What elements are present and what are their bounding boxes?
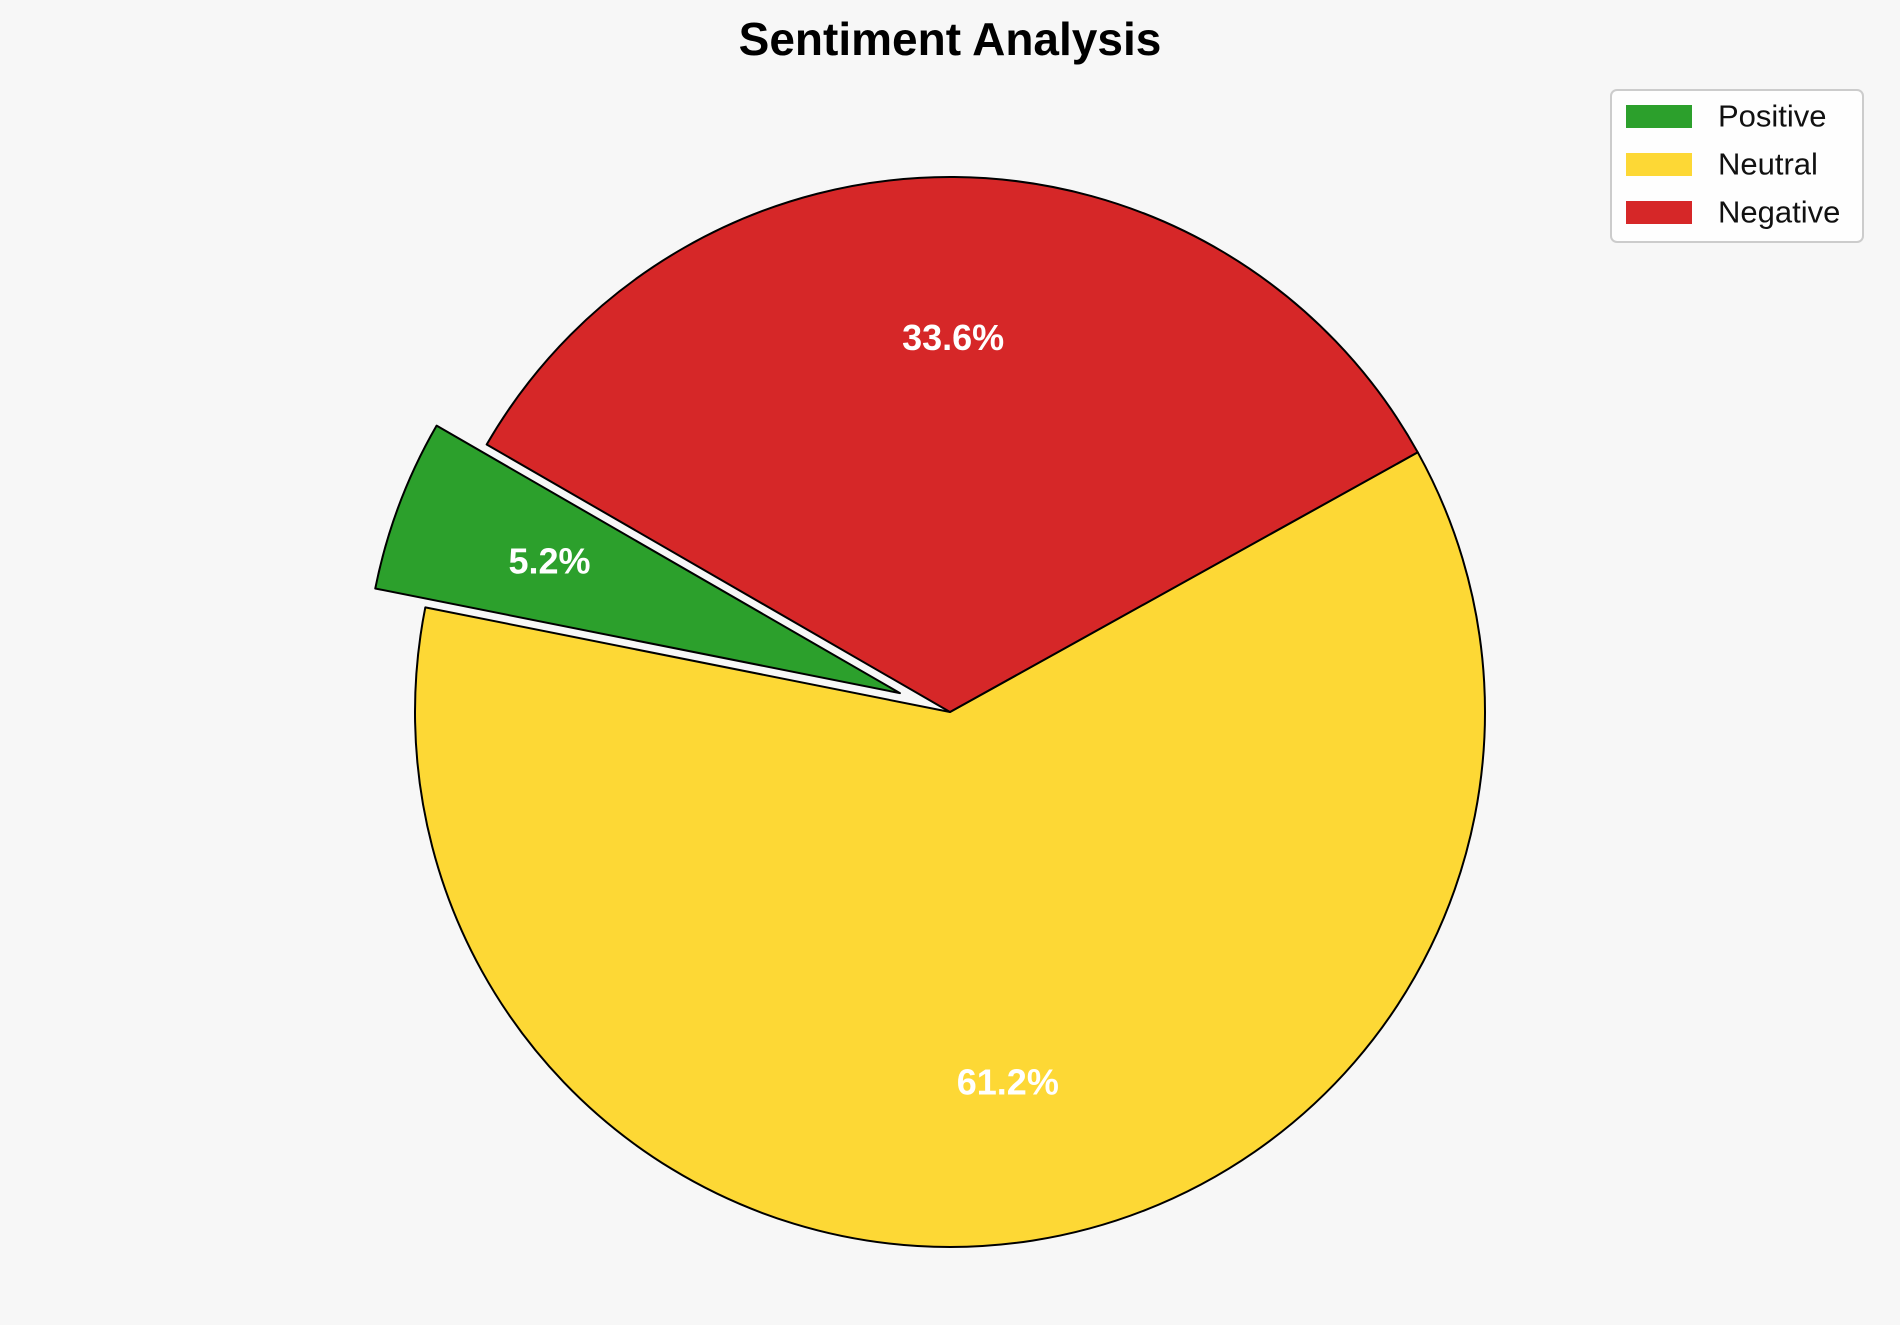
chart-title: Sentiment Analysis: [739, 13, 1162, 65]
pct-label-positive: 5.2%: [508, 541, 590, 582]
pct-label-negative: 33.6%: [902, 317, 1004, 358]
legend: Positive Neutral Negative: [1610, 89, 1864, 243]
legend-label-neutral: Neutral: [1718, 147, 1818, 182]
pie-slice-neutral: [414, 451, 1486, 1248]
legend-swatch-positive: [1626, 105, 1692, 128]
pie-slice-negative: [485, 176, 1419, 713]
pct-label-neutral: 61.2%: [957, 1062, 1059, 1103]
pie-slices: [374, 176, 1486, 1248]
pie-labels: 5.2% 61.2% 33.6%: [508, 317, 1058, 1102]
legend-swatch-neutral: [1626, 153, 1692, 176]
pie-slice-positive: [374, 424, 901, 695]
legend-label-positive: Positive: [1718, 99, 1827, 134]
legend-swatch-negative: [1626, 201, 1692, 224]
legend-label-negative: Negative: [1718, 195, 1840, 230]
